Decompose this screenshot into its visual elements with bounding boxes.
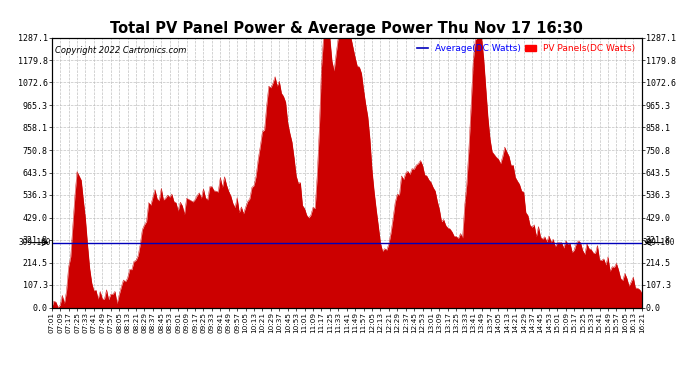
Text: Copyright 2022 Cartronics.com: Copyright 2022 Cartronics.com [55,46,186,55]
Text: 309.160: 309.160 [19,238,51,247]
Title: Total PV Panel Power & Average Power Thu Nov 17 16:30: Total PV Panel Power & Average Power Thu… [110,21,583,36]
Legend: Average(DC Watts), PV Panels(DC Watts): Average(DC Watts), PV Panels(DC Watts) [413,40,639,56]
Text: 309.160: 309.160 [642,238,675,247]
